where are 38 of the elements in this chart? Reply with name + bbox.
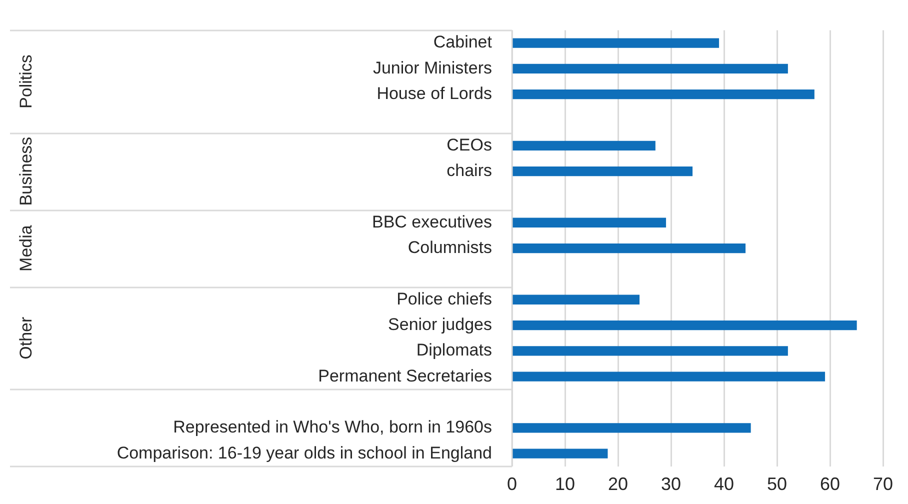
bar <box>512 320 857 330</box>
y-tick-label: Senior judges <box>388 314 492 334</box>
bar <box>512 294 640 304</box>
text: Media <box>16 224 36 272</box>
bar <box>512 372 826 382</box>
x-tick-label: 0 <box>506 474 518 494</box>
y-tick-label: chairs <box>446 161 492 180</box>
text: Politics <box>16 54 36 108</box>
bar <box>512 38 720 48</box>
y-tick-label: Police chiefs <box>396 289 492 308</box>
bar <box>512 166 693 176</box>
y-tick-label: Represented in Who's Who, born in 1960s <box>173 418 492 437</box>
y-tick-label: BBC executives <box>372 212 492 232</box>
y-tick-label: House of Lords <box>376 84 492 104</box>
bar <box>512 64 788 74</box>
y-tick-label: Cabinet <box>433 32 492 52</box>
bar <box>512 346 788 356</box>
y-tick-label: Junior Ministers <box>372 58 492 78</box>
y-tick-label: CEOs <box>446 135 492 154</box>
x-tick-label: 50 <box>766 474 788 494</box>
y-tick-label: Columnists <box>408 238 492 257</box>
x-tick-label: 20 <box>608 474 628 494</box>
bar <box>512 423 751 433</box>
x-tick-label: 70 <box>872 474 894 494</box>
bar <box>512 243 746 254</box>
bar <box>512 140 656 150</box>
x-tick-label: 60 <box>820 474 840 494</box>
bar <box>512 448 608 458</box>
x-tick-label: 40 <box>714 474 734 494</box>
y-tick-label: Diplomats <box>416 340 492 360</box>
text: Other <box>16 316 36 360</box>
y-tick-label: Permanent Secretaries <box>318 366 492 386</box>
bar <box>512 90 814 100</box>
bar <box>512 218 666 228</box>
x-tick-label: 10 <box>554 474 576 494</box>
x-tick-label: 30 <box>660 474 682 494</box>
y-tick-label: Comparison: 16-19 year olds in school in England <box>116 443 492 462</box>
text: Business <box>16 136 36 206</box>
